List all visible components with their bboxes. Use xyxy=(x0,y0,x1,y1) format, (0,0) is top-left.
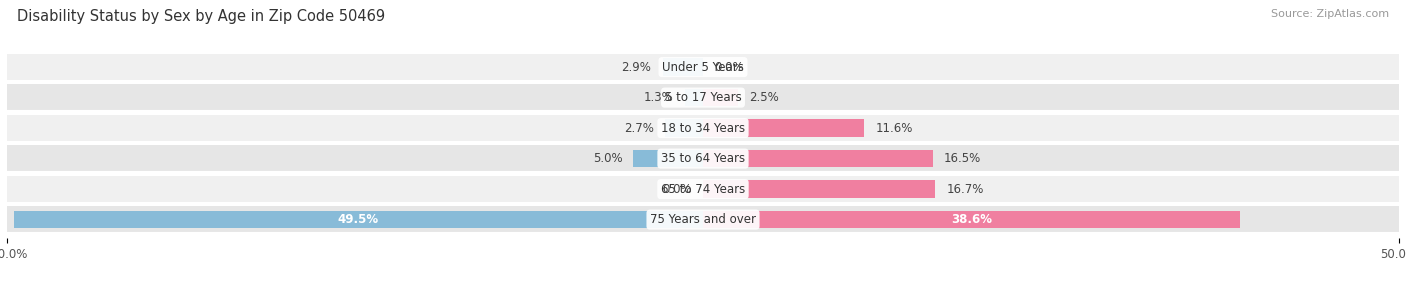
Bar xyxy=(7,84,1399,111)
Text: 2.5%: 2.5% xyxy=(749,91,779,104)
Bar xyxy=(14,211,703,228)
Text: Source: ZipAtlas.com: Source: ZipAtlas.com xyxy=(1271,9,1389,19)
Text: 2.7%: 2.7% xyxy=(624,122,654,135)
Text: 2.9%: 2.9% xyxy=(621,61,651,74)
Text: 1.3%: 1.3% xyxy=(644,91,673,104)
Bar xyxy=(703,119,865,137)
Bar xyxy=(703,89,738,106)
Bar xyxy=(7,206,1399,233)
Text: 49.5%: 49.5% xyxy=(337,213,380,226)
Text: Disability Status by Sex by Age in Zip Code 50469: Disability Status by Sex by Age in Zip C… xyxy=(17,9,385,24)
Text: 18 to 34 Years: 18 to 34 Years xyxy=(661,122,745,135)
Bar xyxy=(7,145,1399,172)
Text: 11.6%: 11.6% xyxy=(876,122,912,135)
Bar xyxy=(7,115,1399,142)
Text: 65 to 74 Years: 65 to 74 Years xyxy=(661,183,745,196)
Bar xyxy=(665,119,703,137)
Text: 16.5%: 16.5% xyxy=(943,152,981,165)
Text: 16.7%: 16.7% xyxy=(946,183,984,196)
Bar xyxy=(685,89,703,106)
Bar xyxy=(703,211,1240,228)
Bar xyxy=(7,176,1399,203)
Text: 0.0%: 0.0% xyxy=(662,183,692,196)
Text: Under 5 Years: Under 5 Years xyxy=(662,61,744,74)
Bar xyxy=(633,150,703,167)
Bar xyxy=(703,150,932,167)
Text: 5.0%: 5.0% xyxy=(593,152,623,165)
Bar xyxy=(703,180,935,198)
Text: 75 Years and over: 75 Years and over xyxy=(650,213,756,226)
Text: 5 to 17 Years: 5 to 17 Years xyxy=(665,91,741,104)
Bar xyxy=(662,58,703,76)
Text: 0.0%: 0.0% xyxy=(714,61,744,74)
Bar xyxy=(7,54,1399,81)
Text: 38.6%: 38.6% xyxy=(950,213,993,226)
Text: 35 to 64 Years: 35 to 64 Years xyxy=(661,152,745,165)
